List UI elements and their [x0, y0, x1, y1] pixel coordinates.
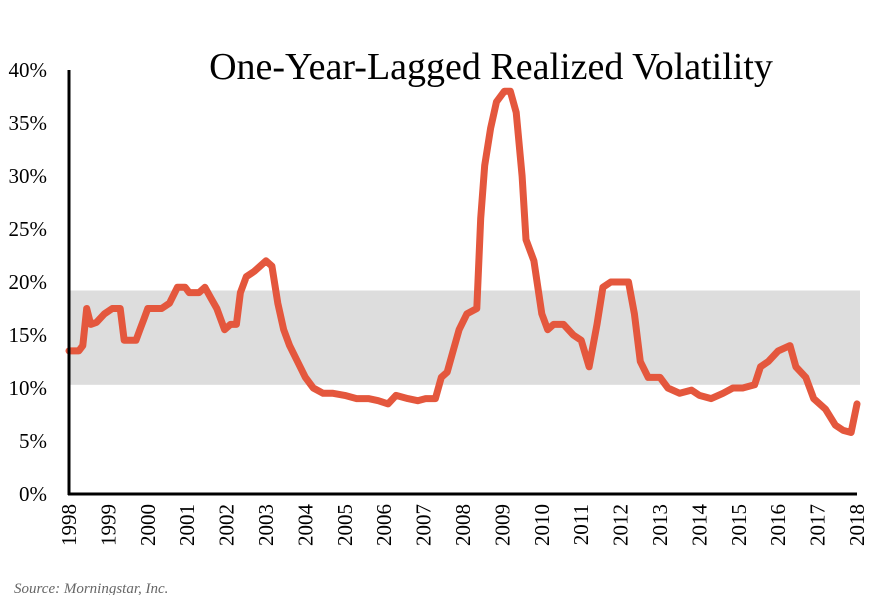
x-tick-label: 2009: [490, 504, 514, 546]
x-tick-label: 2016: [766, 504, 790, 546]
chart-title: One-Year-Lagged Realized Volatility: [209, 46, 773, 88]
y-tick-label: 35%: [9, 111, 48, 135]
x-tick-label: 2014: [687, 504, 711, 547]
x-tick-label: 2012: [609, 504, 633, 546]
x-tick-label: 2001: [175, 504, 199, 546]
y-tick-label: 10%: [9, 376, 48, 400]
x-tick-label: 2002: [215, 504, 239, 546]
y-tick-label: 0%: [19, 482, 47, 506]
x-tick-label: 2013: [648, 504, 672, 546]
source-note: Source: Morningstar, Inc.: [14, 581, 168, 595]
x-axis-tick-labels: 1998 1999 2000 2001 2002 2003 2004 2005 2006 2007…: [57, 504, 869, 547]
x-tick-label: 2007: [412, 504, 436, 546]
x-tick-label: 2006: [372, 504, 396, 546]
x-tick-label: 2004: [293, 504, 317, 547]
y-tick-label: 5%: [19, 429, 47, 453]
x-tick-label: 1998: [57, 504, 81, 546]
x-tick-label: 2003: [254, 504, 278, 546]
x-tick-label: 2000: [136, 504, 160, 546]
x-tick-label: 2011: [569, 504, 593, 545]
x-tick-label: 2005: [333, 504, 357, 546]
y-tick-label: 15%: [9, 323, 48, 347]
x-tick-label: 2018: [845, 504, 869, 546]
x-tick-label: 1999: [96, 504, 120, 546]
normal-range-band: [69, 290, 860, 385]
y-axis-tick-labels: 0% 5% 10% 15% 20% 25% 30% 35% 40%: [9, 58, 48, 506]
volatility-series-line: [65, 87, 861, 436]
x-tick-label: 2008: [451, 504, 475, 546]
y-tick-label: 25%: [9, 217, 48, 241]
x-tick-label: 2017: [806, 504, 830, 546]
x-tick-label: 2015: [727, 504, 751, 546]
x-tick-label: 2010: [530, 504, 554, 546]
y-tick-label: 40%: [9, 58, 48, 82]
y-tick-label: 30%: [9, 164, 48, 188]
y-tick-label: 20%: [9, 270, 48, 294]
